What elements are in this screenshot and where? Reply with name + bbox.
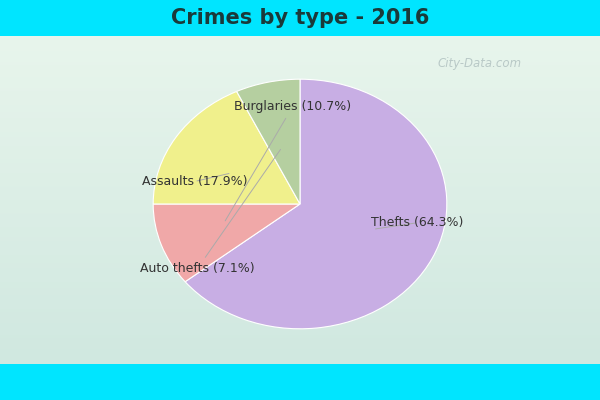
Text: Burglaries (10.7%): Burglaries (10.7%) — [225, 100, 351, 221]
Wedge shape — [185, 79, 447, 329]
Wedge shape — [153, 204, 300, 282]
Text: City-Data.com: City-Data.com — [438, 58, 522, 70]
Text: Crimes by type - 2016: Crimes by type - 2016 — [171, 8, 429, 28]
Text: Auto thefts (7.1%): Auto thefts (7.1%) — [140, 149, 281, 275]
Text: Assaults (17.9%): Assaults (17.9%) — [142, 174, 247, 188]
Wedge shape — [153, 92, 300, 204]
Text: Thefts (64.3%): Thefts (64.3%) — [371, 216, 464, 229]
Wedge shape — [236, 79, 300, 204]
